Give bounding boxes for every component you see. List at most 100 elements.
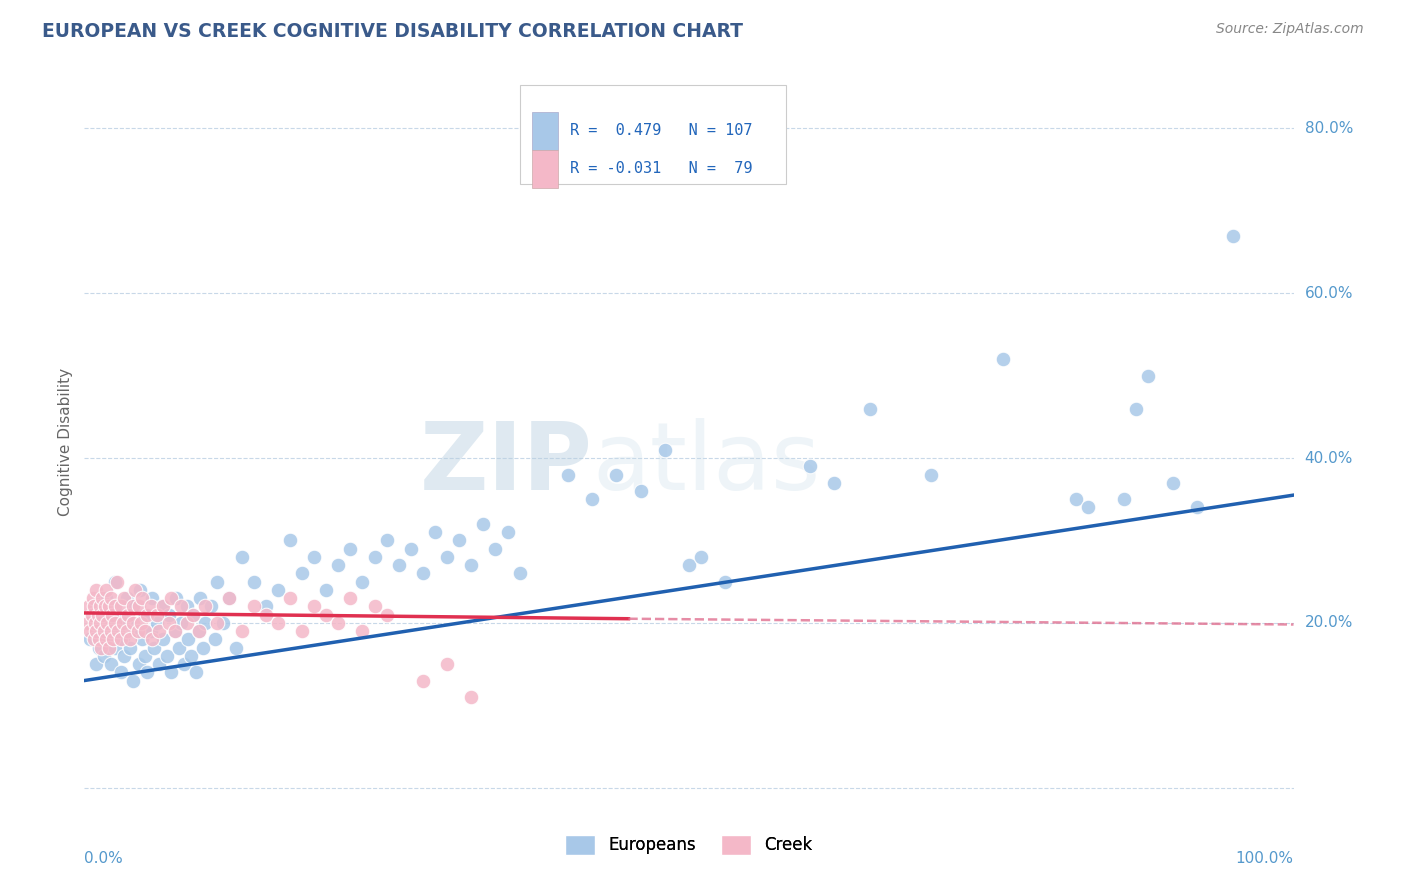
Point: [352, 624, 374, 639]
Point: [134, 624, 156, 639]
Point: [194, 615, 217, 630]
Point: [231, 624, 253, 639]
Point: [231, 549, 253, 564]
Point: [112, 615, 135, 630]
Text: atlas: atlas: [592, 418, 821, 510]
Point: [678, 558, 700, 573]
FancyBboxPatch shape: [531, 150, 558, 187]
Point: [143, 640, 166, 655]
Point: [328, 558, 350, 573]
Point: [157, 615, 180, 630]
Point: [254, 599, 277, 614]
Point: [86, 657, 108, 671]
Point: [148, 657, 170, 671]
Point: [799, 459, 821, 474]
FancyBboxPatch shape: [531, 112, 558, 150]
Point: [91, 607, 114, 622]
Point: [93, 624, 115, 639]
Text: R =  0.479   N = 107: R = 0.479 N = 107: [571, 123, 754, 138]
Point: [339, 541, 361, 556]
Point: [134, 607, 156, 622]
Point: [89, 615, 111, 630]
Point: [207, 574, 229, 589]
Point: [87, 640, 110, 655]
Point: [124, 582, 146, 597]
Point: [423, 525, 446, 540]
Point: [100, 624, 122, 639]
Point: [375, 607, 398, 622]
Point: [94, 591, 117, 606]
Point: [89, 599, 111, 614]
Point: [131, 632, 153, 647]
Point: [148, 624, 170, 639]
Point: [1077, 500, 1099, 515]
Point: [90, 624, 112, 639]
Point: [1125, 401, 1147, 416]
Point: [82, 591, 104, 606]
Point: [110, 632, 132, 647]
Point: [165, 591, 187, 606]
Point: [823, 475, 845, 490]
Point: [86, 624, 108, 639]
Text: 60.0%: 60.0%: [1305, 285, 1353, 301]
Point: [170, 599, 193, 614]
Point: [328, 615, 350, 630]
Text: 0.0%: 0.0%: [84, 851, 124, 866]
Point: [103, 632, 125, 647]
Point: [181, 607, 204, 622]
Point: [181, 607, 204, 622]
Point: [165, 624, 187, 639]
Point: [173, 657, 195, 671]
Point: [207, 615, 229, 630]
Point: [87, 632, 110, 647]
Point: [146, 615, 169, 630]
Point: [83, 632, 105, 647]
Point: [177, 632, 200, 647]
Point: [124, 624, 146, 639]
Point: [176, 599, 198, 614]
Point: [152, 632, 174, 647]
Point: [412, 673, 434, 688]
Point: [339, 591, 361, 606]
Point: [94, 582, 117, 597]
Point: [184, 665, 207, 680]
Point: [194, 599, 217, 614]
Point: [188, 624, 211, 639]
Point: [291, 624, 314, 639]
Point: [484, 541, 506, 556]
Text: Source: ZipAtlas.com: Source: ZipAtlas.com: [1216, 22, 1364, 37]
Point: [121, 673, 143, 688]
Point: [127, 624, 149, 639]
Point: [176, 615, 198, 630]
Point: [110, 607, 132, 622]
Point: [104, 599, 127, 614]
Point: [100, 657, 122, 671]
Point: [97, 615, 120, 630]
Point: [100, 591, 122, 606]
Point: [302, 549, 325, 564]
Point: [104, 574, 127, 589]
Point: [278, 591, 301, 606]
Point: [94, 632, 117, 647]
Point: [128, 599, 150, 614]
Point: [97, 599, 120, 614]
Point: [1114, 492, 1136, 507]
Point: [141, 591, 163, 606]
Point: [129, 582, 152, 597]
Point: [859, 401, 882, 416]
Point: [121, 615, 143, 630]
Text: ZIP: ZIP: [419, 418, 592, 510]
Point: [291, 566, 314, 581]
Point: [690, 549, 713, 564]
Point: [399, 541, 422, 556]
Point: [104, 640, 127, 655]
Point: [121, 599, 143, 614]
Point: [101, 607, 124, 622]
Point: [83, 615, 105, 630]
Point: [91, 591, 114, 606]
Point: [129, 615, 152, 630]
Point: [460, 558, 482, 573]
Point: [77, 599, 100, 614]
Point: [436, 657, 458, 671]
Point: [115, 624, 138, 639]
